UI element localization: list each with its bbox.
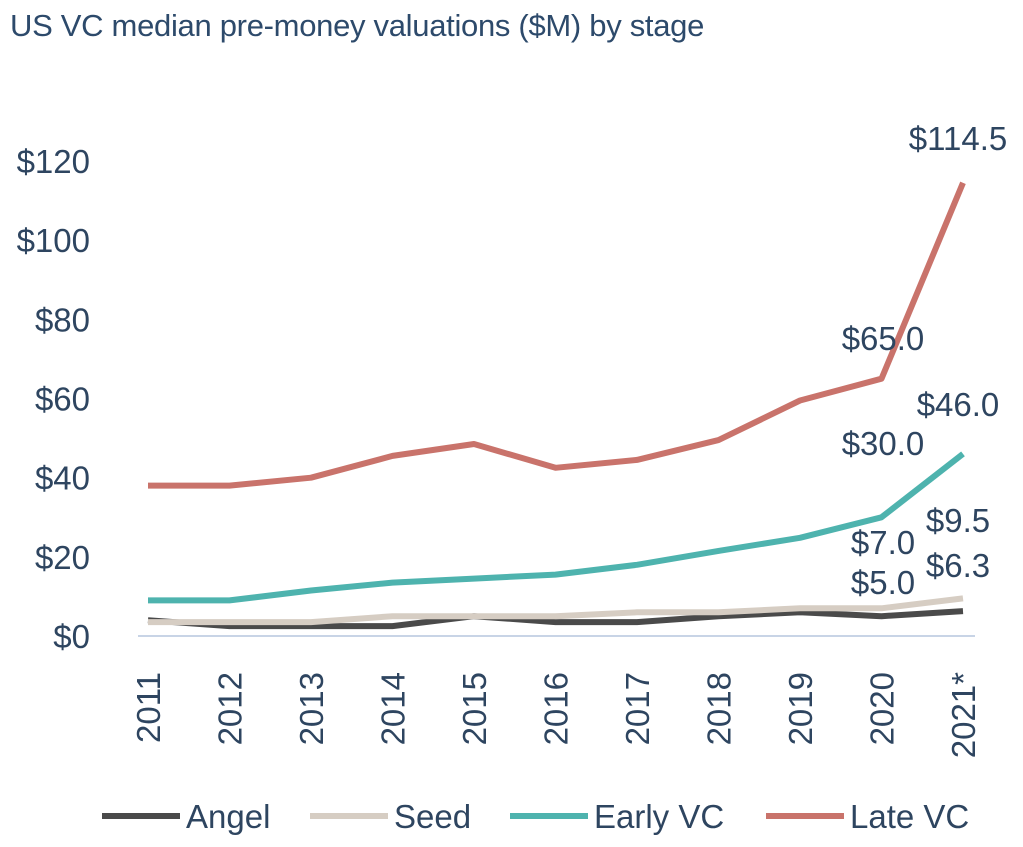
data-label-seed: $7.0 (851, 524, 915, 561)
legend-label-early-vc: Early VC (594, 798, 724, 835)
chart-title: US VC median pre-money valuations ($M) b… (10, 8, 705, 43)
x-tick-label: 2014 (375, 672, 412, 745)
y-tick-label: $100 (17, 222, 90, 259)
legend-label-angel: Angel (186, 798, 270, 835)
series-line-late-vc (148, 181, 966, 489)
x-tick-label: 2013 (293, 672, 330, 745)
data-label-angel: $6.3 (926, 547, 990, 584)
y-tick-label: $0 (53, 618, 90, 655)
x-tick-label: 2016 (538, 672, 575, 745)
y-axis-ticks: $0 $20 $40 $60 $80 $100 $120 (17, 143, 90, 655)
data-label-early-vc: $46.0 (917, 386, 1000, 423)
x-axis-ticks: 2011 2012 2013 2014 2015 2016 2017 2018 2019 2020… (130, 672, 982, 758)
data-label-early-vc: $30.0 (842, 425, 925, 462)
series-line-early-vc (148, 451, 965, 604)
data-label-late-vc: $65.0 (842, 320, 925, 357)
y-tick-label: $80 (35, 301, 90, 338)
y-tick-label: $20 (35, 539, 90, 576)
series-line-seed (148, 595, 964, 626)
legend: Angel Seed Early VC Late VC (102, 798, 969, 835)
legend-label-late-vc: Late VC (850, 798, 969, 835)
y-tick-label: $60 (35, 381, 90, 418)
x-tick-label: 2021* (945, 672, 982, 758)
x-tick-label: 2017 (619, 672, 656, 745)
data-label-seed: $9.5 (926, 502, 990, 539)
series-lines (147, 181, 966, 630)
x-tick-label: 2020 (864, 672, 901, 745)
x-tick-label: 2019 (782, 672, 819, 745)
data-label-late-vc: $114.5 (909, 120, 1007, 157)
x-tick-label: 2018 (701, 672, 738, 745)
x-tick-label: 2011 (130, 672, 167, 743)
x-tick-label: 2015 (456, 672, 493, 745)
data-label-angel: $5.0 (851, 564, 915, 601)
data-labels: $114.5 $65.0 $46.0$30.0 $9.5 $7.0 $6.3 $5.0 (842, 120, 1008, 601)
legend-label-seed: Seed (394, 798, 471, 835)
y-tick-label: $120 (17, 143, 90, 180)
series-line-angel (147, 608, 964, 630)
y-tick-label: $40 (35, 460, 90, 497)
x-tick-label: 2012 (212, 672, 249, 745)
